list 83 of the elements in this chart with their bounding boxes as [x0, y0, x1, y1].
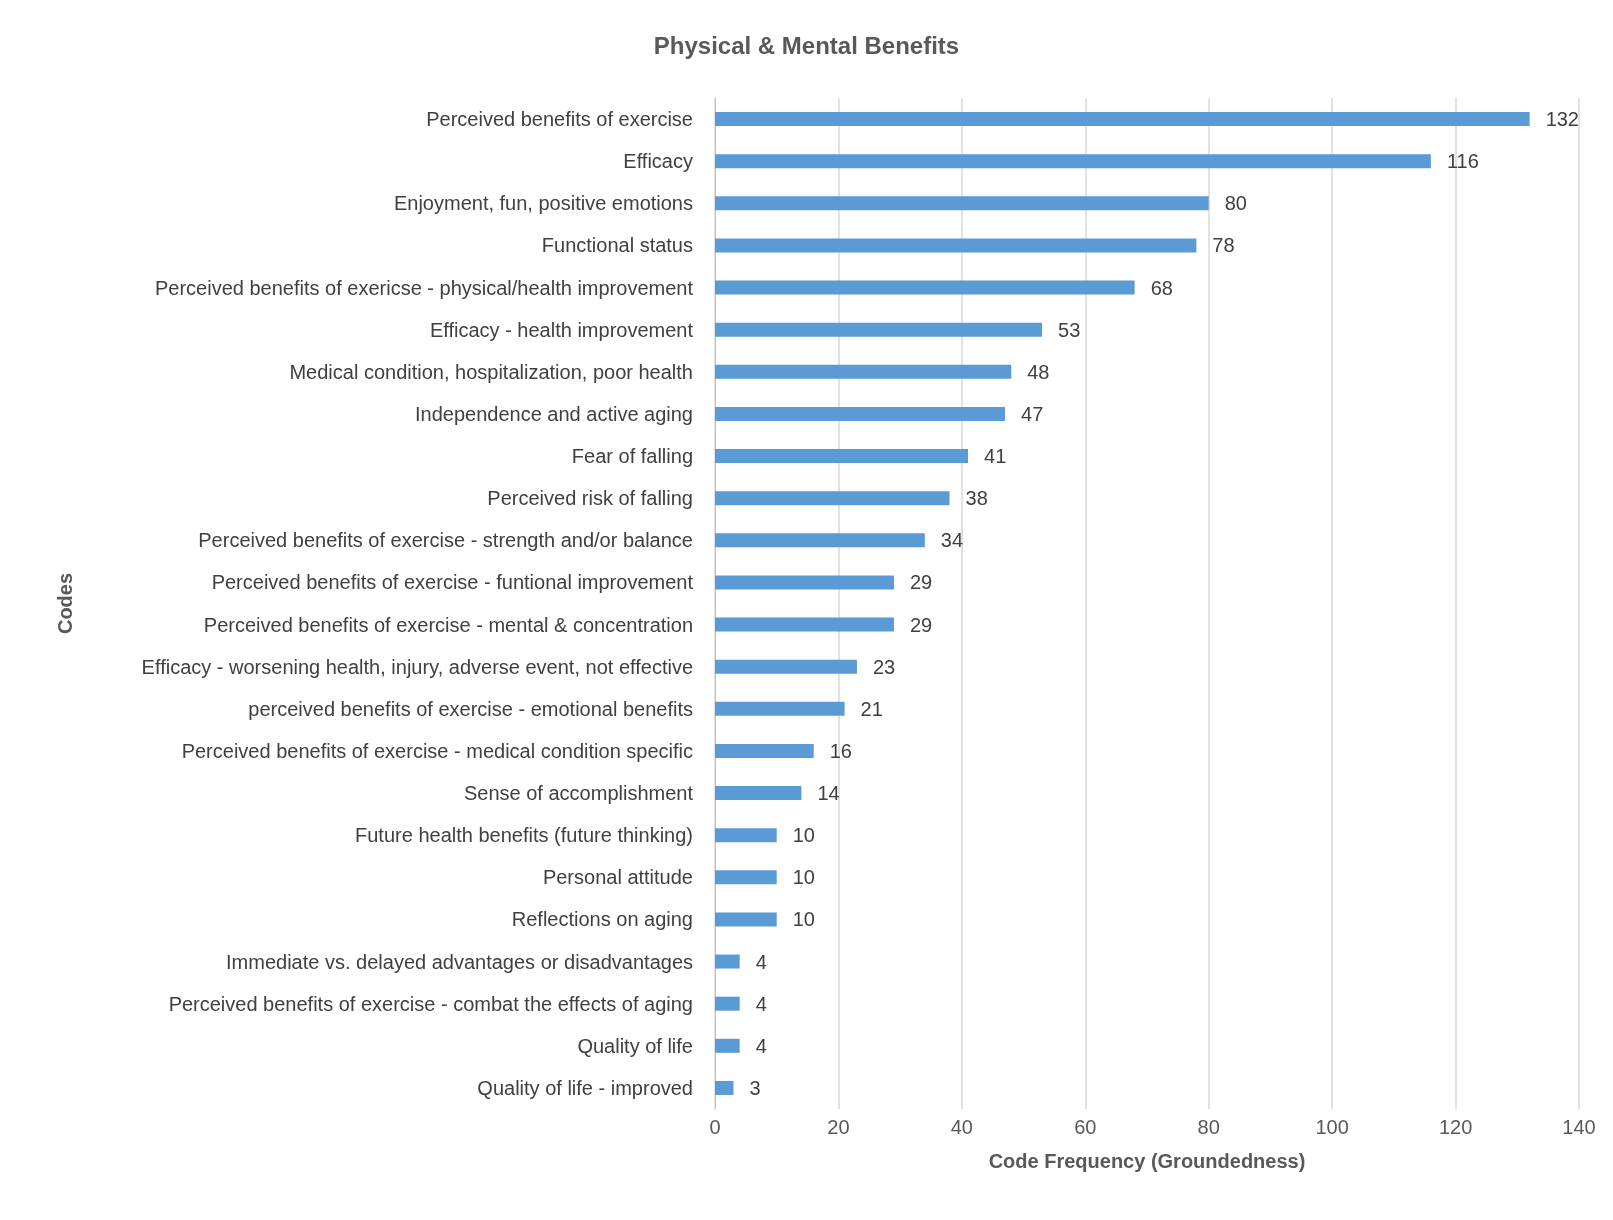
data-label: 47: [1021, 402, 1044, 425]
bar: [715, 533, 925, 548]
bar: [715, 996, 740, 1011]
data-label: 21: [860, 697, 883, 720]
data-label: 29: [909, 613, 933, 636]
bar: [715, 406, 1006, 421]
data-label: 14: [817, 782, 840, 805]
y-axis-title: Codes: [54, 572, 76, 635]
x-tick-label: 0: [709, 1116, 721, 1138]
y-tick-label: Perceived benefits of exercise - funtional improvement: [211, 571, 694, 594]
bar: [715, 154, 1431, 169]
data-label: 29: [909, 571, 933, 594]
x-tick-label: 140: [1562, 1116, 1596, 1138]
data-label: 80: [1224, 192, 1247, 215]
bar: [715, 575, 894, 590]
y-tick-label: Quality of life - improved: [477, 1076, 693, 1099]
data-label: 38: [965, 487, 988, 510]
y-tick-label: Perceived benefits of exercise - strength and/or balance: [198, 529, 693, 552]
bar: [715, 1038, 740, 1053]
y-tick-label: Perceived benefits of exercise - mental & concentration: [203, 613, 693, 636]
bar: [715, 322, 1043, 337]
bar: [715, 238, 1197, 253]
bar: [715, 701, 845, 716]
bar: [715, 1080, 734, 1095]
y-tick-label: Efficacy: [623, 150, 693, 173]
data-label: 132: [1545, 108, 1579, 131]
y-tick-label: Reflections on aging: [511, 908, 693, 931]
y-tick-label: Sense of accomplishment: [463, 782, 694, 805]
bar: [715, 364, 1012, 379]
y-tick-label: Enjoyment, fun, positive emotions: [393, 192, 693, 215]
x-tick-label: 120: [1438, 1116, 1473, 1138]
bar: [715, 912, 777, 927]
y-tick-label: perceived benefits of exercise - emotional benefits: [248, 697, 693, 720]
data-label: 48: [1027, 360, 1050, 383]
x-tick-label: 20: [827, 1116, 850, 1138]
data-label: 3: [749, 1076, 761, 1099]
y-tick-label: Efficacy - worsening health, injury, adverse event, not effective: [141, 655, 693, 678]
bar: [715, 112, 1530, 127]
x-tick-label: 80: [1197, 1116, 1220, 1138]
x-tick-label: 60: [1074, 1116, 1097, 1138]
x-tick-label: 100: [1315, 1116, 1349, 1138]
y-tick-label: Perceived benefits of exercise - medical condition specific: [181, 739, 693, 762]
bar: [715, 196, 1209, 211]
chart-title: Physical & Mental Benefits: [653, 31, 960, 59]
y-tick-label: Perceived benefits of exercise: [426, 108, 693, 131]
bar: [715, 280, 1135, 295]
y-tick-label: Perceived benefits of exericse - physical/health improvement: [154, 276, 694, 299]
data-label: 16: [829, 739, 852, 762]
x-tick-label: 40: [950, 1116, 973, 1138]
data-label: 116: [1446, 150, 1479, 173]
y-tick-label: Fear of falling: [571, 445, 693, 468]
bar: [715, 828, 777, 843]
data-label: 23: [872, 655, 896, 678]
y-tick-label: Independence and active aging: [414, 402, 693, 425]
data-label: 68: [1150, 276, 1173, 299]
data-label: 4: [755, 992, 767, 1015]
bar: [715, 870, 777, 885]
y-tick-label: Quality of life: [577, 1034, 693, 1057]
y-tick-label: Perceived benefits of exercise - combat the effects of aging: [168, 992, 693, 1015]
data-label: 78: [1212, 234, 1235, 257]
x-axis-title: Code Frequency (Groundedness): [988, 1150, 1306, 1172]
data-label: 10: [792, 908, 815, 931]
bar: [715, 617, 894, 632]
y-tick-label: Perceived risk of falling: [487, 487, 693, 510]
y-tick-label: Future health benefits (future thinking): [355, 824, 693, 847]
bar: [715, 954, 740, 969]
data-label: 10: [792, 866, 815, 889]
data-label: 53: [1058, 318, 1081, 341]
bar: [715, 491, 950, 506]
y-tick-label: Medical condition, hospitalization, poor health: [289, 360, 693, 383]
data-label: 34: [940, 529, 964, 552]
data-label: 4: [755, 1034, 767, 1057]
bar: [715, 743, 814, 758]
y-tick-label: Efficacy - health improvement: [429, 318, 694, 341]
y-tick-label: Functional status: [541, 234, 693, 257]
bar: [715, 449, 969, 464]
data-label: 41: [984, 445, 1007, 468]
data-label: 10: [792, 824, 815, 847]
bar: [715, 659, 857, 674]
bar: [715, 786, 802, 801]
data-label: 4: [755, 950, 767, 973]
y-tick-label: Personal attitude: [542, 866, 693, 889]
y-tick-label: Immediate vs. delayed advantages or disadvantages: [226, 950, 693, 973]
